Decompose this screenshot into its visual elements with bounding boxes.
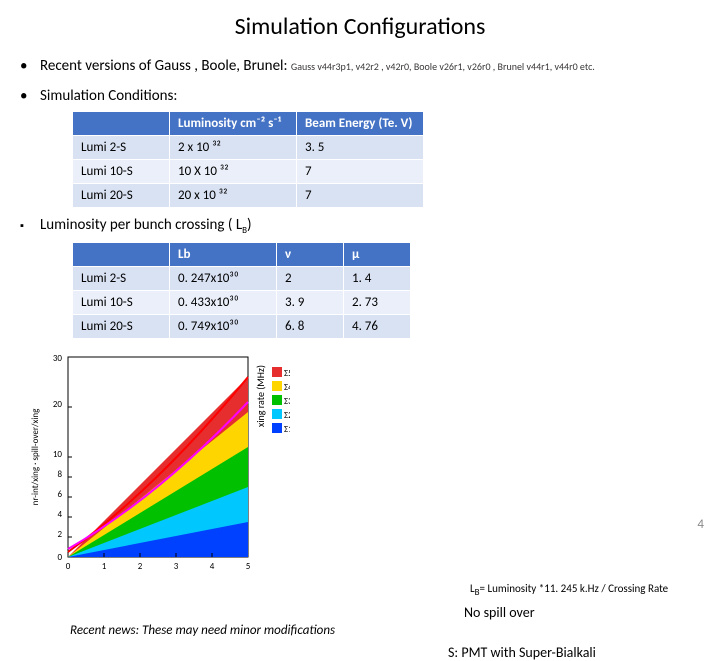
conditions-label: Simulation Conditions: — [40, 87, 177, 105]
versions-bullet: •Recent versions of Gauss , Boole, Brune… — [20, 57, 700, 75]
formula-note: LB= Luminosity *11. 245 k.Hz / Crossing … — [470, 582, 700, 598]
svg-text:4: 4 — [57, 509, 62, 520]
lb-bullet: ▪Luminosity per bunch crossing ( LB) — [20, 216, 438, 236]
lb-table: Lb ν μ Lumi 2-S 0. 247x10³⁰ 2 1. 4 Lumi … — [72, 242, 411, 339]
conditions-bullet: •Simulation Conditions: — [20, 87, 438, 105]
svg-text:6: 6 — [57, 489, 62, 500]
t1-h0 — [73, 112, 170, 136]
svg-text:Σ5: Σ5 — [284, 368, 290, 379]
t1-h1: Luminosity cm⁻² s⁻¹ — [170, 112, 297, 136]
svg-text:Σ2: Σ2 — [284, 410, 290, 421]
pmt-note: S: PMT with Super-Bialkali — [448, 644, 700, 661]
conditions-table: Luminosity cm⁻² s⁻¹ Beam Energy (Te. V) … — [72, 111, 424, 208]
page-title: Simulation Configurations — [0, 0, 720, 49]
table-row: Lumi 10-S 0. 433x10³⁰ 3. 9 2. 73 — [73, 291, 411, 315]
svg-text:Σ3: Σ3 — [284, 396, 290, 407]
svg-text:8: 8 — [57, 469, 62, 480]
svg-text:2: 2 — [57, 529, 62, 540]
page-number: 4 — [697, 517, 704, 532]
t2-h2: ν — [277, 243, 344, 267]
table-row: Lumi 10-S 10 X 10 ³² 7 — [73, 160, 424, 184]
svg-text:1: 1 — [102, 561, 107, 572]
svg-text:3: 3 — [174, 561, 179, 572]
svg-text:Σ4: Σ4 — [284, 382, 290, 393]
table-row: Lumi 2-S 0. 247x10³⁰ 2 1. 4 — [73, 267, 411, 291]
t2-h3: μ — [344, 243, 411, 267]
table-row: Lumi 20-S 20 x 10 ³² 7 — [73, 184, 424, 208]
t2-h1: Lb — [170, 243, 277, 267]
svg-text:0: 0 — [57, 552, 62, 563]
svg-text:Σ1: Σ1 — [284, 424, 290, 435]
svg-text:30: 30 — [53, 353, 63, 364]
svg-text:5: 5 — [246, 561, 251, 572]
versions-detail: Gauss v44r3p1, v42r2 , v42r0, Boole v26r… — [291, 60, 595, 73]
versions-label: Recent versions of Gauss , Boole, Brunel… — [40, 57, 288, 75]
table-row: Lumi 20-S 0. 749x10³⁰ 6. 8 4. 76 — [73, 315, 411, 339]
svg-text:4: 4 — [210, 561, 215, 572]
recent-news: Recent news: These may need minor modifi… — [70, 623, 700, 638]
t1-h2: Beam Energy (Te. V) — [297, 112, 424, 136]
spill-note: No spill over — [464, 604, 700, 621]
svg-text:0: 0 — [66, 561, 71, 572]
svg-text:10: 10 — [53, 449, 63, 460]
svg-text:2: 2 — [138, 561, 143, 572]
svg-text:xing rate (MHz): xing rate (MHz) — [254, 365, 267, 427]
t2-h0 — [73, 243, 170, 267]
table-row: Lumi 2-S 2 x 10 ³² 3. 5 — [73, 136, 424, 160]
svg-text:nr-int/xing · spill-over/xing: nr-int/xing · spill-over/xing — [30, 408, 41, 505]
svg-text:20: 20 — [53, 399, 63, 410]
xing-rate-chart: 0 2 4 6 8 10 20 30 0 1 2 3 4 5 — [28, 347, 290, 577]
